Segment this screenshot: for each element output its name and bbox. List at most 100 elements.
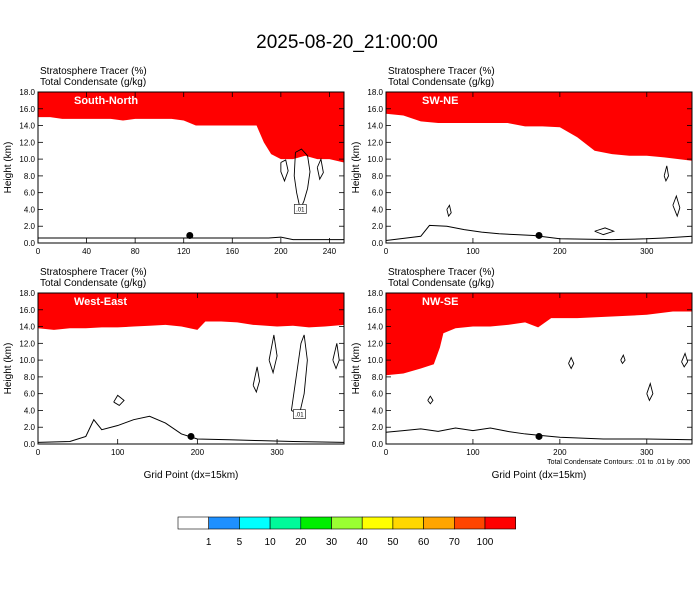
colorbar-cell (392, 516, 424, 530)
y-tick-label: 0.0 (372, 440, 384, 449)
contour-note: Total Condensate Contours: .01 to .01 by… (547, 459, 690, 466)
x-tick-label: 200 (191, 448, 205, 457)
y-axis-title: Height (km) (351, 343, 362, 395)
x-tick-label: 0 (384, 448, 389, 457)
colorbar-cell (300, 516, 332, 530)
y-tick-label: 4.0 (372, 406, 384, 415)
y-tick-label: 16.0 (367, 105, 383, 114)
colorbar-cell (177, 516, 210, 530)
colorbar-label: 70 (449, 537, 461, 548)
y-tick-label: 18.0 (19, 88, 35, 97)
y-tick-label: 14.0 (367, 122, 383, 131)
x-tick-label: 0 (384, 247, 389, 256)
panel-header-condensate: Total Condensate (g/kg) (388, 278, 494, 289)
plot-frame (385, 91, 693, 244)
location-marker (535, 432, 543, 440)
panel-header-tracer: Stratosphere Tracer (%) (40, 66, 147, 77)
contour-label: .01 (296, 207, 305, 213)
tracer-band (386, 293, 692, 376)
condensate-contour (268, 334, 278, 375)
contour-label-box (293, 204, 307, 214)
y-tick-label: 12.0 (367, 138, 383, 147)
y-tick-label: 2.0 (372, 222, 384, 231)
colorbar-cell (423, 516, 455, 530)
condensate-contour (293, 148, 311, 211)
panel-header-tracer: Stratosphere Tracer (%) (40, 267, 147, 278)
y-tick-label: 6.0 (24, 189, 36, 198)
condensate-contour (113, 394, 125, 406)
colorbar-label: 30 (326, 537, 338, 548)
panel-header-condensate: Total Condensate (g/kg) (388, 77, 494, 88)
condensate-contour (446, 204, 452, 218)
y-tick-label: 0.0 (24, 239, 36, 248)
tracer-band (38, 293, 344, 330)
panel-label: SW-NE (422, 95, 458, 107)
colorbar-cell (208, 516, 240, 530)
y-tick-label: 2.0 (372, 423, 384, 432)
x-tick-label: 100 (466, 247, 480, 256)
condensate-contour (568, 356, 575, 370)
condensate-contour (681, 352, 689, 368)
y-tick-label: 12.0 (19, 138, 35, 147)
plot-frame (37, 292, 345, 445)
contour-label: .01 (295, 413, 304, 419)
tracer-band (38, 92, 344, 163)
y-tick-label: 4.0 (24, 406, 36, 415)
y-tick-label: 10.0 (19, 356, 35, 365)
panels: Stratosphere Tracer (%)Total Condensate … (3, 66, 693, 481)
x-tick-label: 160 (226, 247, 240, 256)
x-axis-title: Grid Point (dx=15km) (144, 470, 239, 481)
x-tick-label: 300 (270, 448, 284, 457)
colorbar-label: 40 (357, 537, 369, 548)
y-tick-label: 0.0 (372, 239, 384, 248)
y-tick-label: 6.0 (372, 390, 384, 399)
panel-header-tracer: Stratosphere Tracer (%) (388, 66, 495, 77)
colorbar-label: 20 (295, 537, 307, 548)
contour-label-box (293, 409, 306, 419)
x-tick-label: 240 (323, 247, 337, 256)
plot-frame (385, 292, 693, 445)
x-tick-label: 300 (640, 448, 654, 457)
y-tick-label: 10.0 (367, 155, 383, 164)
y-tick-label: 18.0 (19, 289, 35, 298)
colorbar: 1 5 10 20 30 40 50 60 70 100 (177, 516, 517, 548)
tracer-band (386, 92, 692, 161)
x-tick-label: 80 (131, 247, 140, 256)
plot-area: .01 West-East (38, 293, 344, 443)
y-axis-title: Height (km) (351, 142, 362, 194)
condensate-contour (280, 159, 289, 183)
panel-label: South-North (74, 95, 138, 107)
y-tick-label: 10.0 (19, 155, 35, 164)
y-tick-label: 14.0 (19, 323, 35, 332)
panel-header-tracer: Stratosphere Tracer (%) (388, 267, 495, 278)
y-tick-label: 14.0 (19, 122, 35, 131)
y-tick-label: 4.0 (24, 205, 36, 214)
colorbar-label: 50 (387, 537, 399, 548)
x-tick-label: 300 (640, 247, 654, 256)
condensate-contour (620, 353, 626, 365)
y-axis-title: Height (km) (3, 343, 14, 395)
y-tick-label: 12.0 (19, 339, 35, 348)
plot-area: NW-SE (386, 293, 692, 441)
colorbar-cell (239, 516, 271, 530)
condensate-contour (427, 395, 434, 405)
figure-title: 2025-08-20_21:00:00 (256, 32, 438, 53)
x-axis-title: Grid Point (dx=15km) (492, 470, 587, 481)
x-tick-label: 40 (82, 247, 91, 256)
y-tick-label: 16.0 (19, 306, 35, 315)
terrain-profile (386, 224, 692, 241)
y-axis-title: Height (km) (3, 142, 14, 194)
terrain-profile (38, 236, 344, 241)
terrain-profile (386, 427, 692, 441)
x-tick-label: 100 (111, 448, 125, 457)
colorbar-cell (361, 516, 394, 530)
panel-header-condensate: Total Condensate (g/kg) (40, 278, 146, 289)
condensate-contour (252, 366, 260, 394)
y-tick-label: 0.0 (24, 440, 36, 449)
colorbar-label: 10 (265, 537, 277, 548)
y-tick-label: 4.0 (372, 205, 384, 214)
x-tick-label: 200 (553, 448, 567, 457)
plot-frame (37, 91, 345, 244)
location-marker (186, 231, 194, 239)
